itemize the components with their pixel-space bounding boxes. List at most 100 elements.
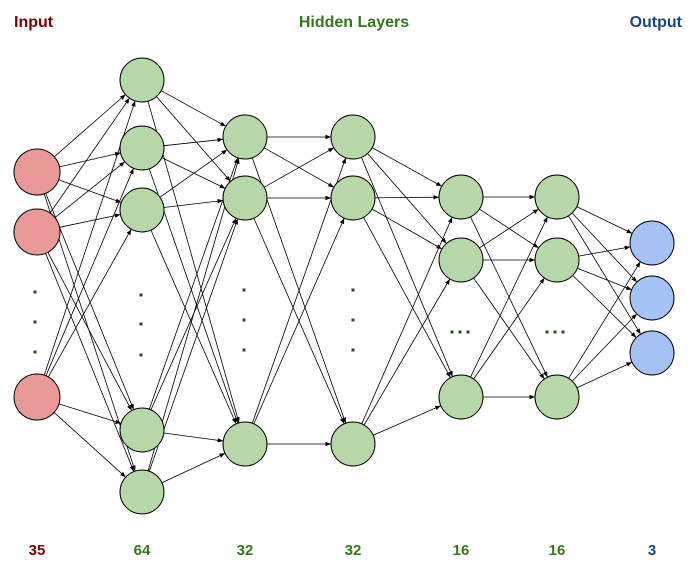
edge-hidden-1-1-to-hidden-2-0 <box>163 137 224 147</box>
input-node-0 <box>13 148 61 196</box>
input-ellipsis-dot-1 <box>33 320 37 324</box>
hidden-2-size-label: 32 <box>237 542 254 559</box>
hidden-4-ellipsis-dot-1 <box>458 330 462 334</box>
connection-edges <box>43 90 641 484</box>
hidden-2-node-2 <box>222 421 268 467</box>
hidden-4-ellipsis-dot-2 <box>466 330 470 334</box>
edge-input-2-to-hidden-1-3 <box>58 403 122 424</box>
hidden-4-size-label: 16 <box>453 542 470 559</box>
hidden-5-size-label: 16 <box>549 542 566 559</box>
output-header: Output <box>630 14 683 31</box>
hidden-3-node-2 <box>330 421 376 467</box>
edge-hidden-2-2-to-hidden-3-0 <box>251 157 347 424</box>
edge-hidden-3-0-to-hidden-4-0 <box>372 147 442 187</box>
input-node-1 <box>13 208 61 256</box>
output-node-1 <box>629 275 675 321</box>
edge-hidden-5-2-to-output-1 <box>571 313 638 382</box>
input-header: Input <box>14 14 54 31</box>
edge-hidden-1-1-to-hidden-2-1 <box>161 157 226 189</box>
hidden-5-ellipsis-dot-1 <box>553 330 557 334</box>
edge-hidden-3-1-to-hidden-4-2 <box>363 217 451 378</box>
hidden-1-node-2 <box>119 187 165 233</box>
edge-hidden-5-2-to-output-0 <box>568 261 641 379</box>
hidden-1-node-3 <box>119 407 165 453</box>
hidden-1-ellipsis-dot-2 <box>139 353 143 357</box>
hidden-2-ellipsis-dot-0 <box>242 288 246 292</box>
edge-hidden-1-0-to-hidden-2-1 <box>156 96 231 182</box>
ellipsis-markers <box>33 288 565 357</box>
hidden-4-node-1 <box>438 237 484 283</box>
hidden-4-node-2 <box>438 374 484 420</box>
edge-hidden-5-1-to-output-2 <box>572 275 637 338</box>
hidden-5-ellipsis-dot-0 <box>545 330 549 334</box>
edge-hidden-2-1-to-hidden-3-0 <box>264 147 334 188</box>
edge-hidden-5-1-to-output-1 <box>577 267 632 291</box>
edge-hidden-1-0-to-hidden-2-0 <box>161 90 226 127</box>
edge-hidden-5-2-to-output-2 <box>576 361 633 389</box>
edge-hidden-3-2-to-hidden-4-1 <box>363 278 451 426</box>
hidden-2-node-1 <box>222 175 268 221</box>
edge-input-0-to-hidden-1-1 <box>59 151 121 168</box>
edge-hidden-3-0-to-hidden-4-1 <box>367 153 447 244</box>
hidden-4-node-0 <box>438 174 484 220</box>
edge-input-0-to-hidden-1-0 <box>54 94 126 158</box>
hidden-1-node-4 <box>119 469 165 515</box>
output-node-0 <box>629 220 675 266</box>
input-ellipsis-dot-2 <box>33 350 37 354</box>
edge-hidden-4-2-to-hidden-5-1 <box>473 277 545 380</box>
edge-hidden-5-0-to-output-2 <box>568 215 641 335</box>
hidden-1-node-0 <box>119 57 165 103</box>
edge-hidden-2-2-to-hidden-3-1 <box>253 217 345 425</box>
edge-input-0-to-hidden-1-2 <box>58 179 122 203</box>
edge-input-1-to-hidden-1-1 <box>54 161 126 218</box>
hidden-5-ellipsis-dot-2 <box>561 330 565 334</box>
output-node-2 <box>629 330 675 376</box>
hidden-4-ellipsis-dot-0 <box>450 330 454 334</box>
edge-hidden-5-0-to-output-0 <box>576 206 633 234</box>
edge-hidden-3-2-to-hidden-4-2 <box>373 405 441 436</box>
hidden-5-node-2 <box>534 374 580 420</box>
edge-input-0-to-hidden-1-4 <box>43 193 136 472</box>
hidden-1-ellipsis-dot-0 <box>139 293 143 297</box>
edge-hidden-1-2-to-hidden-2-1 <box>163 198 224 208</box>
hidden-2-ellipsis-dot-2 <box>242 348 246 352</box>
hidden-5-node-1 <box>534 237 580 283</box>
hidden-layers-header: Hidden Layers <box>299 14 409 31</box>
edge-hidden-1-2-to-hidden-2-0 <box>159 149 228 198</box>
edge-hidden-4-2-to-hidden-5-0 <box>470 216 548 378</box>
edge-hidden-3-1-to-hidden-4-1 <box>371 208 443 250</box>
edge-hidden-3-1-to-hidden-4-0 <box>374 195 440 200</box>
edge-hidden-1-2-to-hidden-2-2 <box>150 229 237 425</box>
edge-input-2-to-hidden-1-1 <box>45 168 134 376</box>
edge-hidden-3-2-to-hidden-4-0 <box>361 217 453 424</box>
edge-hidden-5-1-to-output-0 <box>578 245 631 257</box>
input-node-2 <box>13 373 61 421</box>
input-size-label: 35 <box>29 542 46 559</box>
neuron-nodes <box>13 57 675 515</box>
edge-hidden-1-4-to-hidden-2-0 <box>147 157 240 472</box>
hidden-2-node-0 <box>222 114 268 160</box>
hidden-3-ellipsis-dot-2 <box>351 348 355 352</box>
hidden-1-node-1 <box>119 125 165 171</box>
hidden-2-ellipsis-dot-1 <box>242 318 246 322</box>
hidden-1-ellipsis-dot-1 <box>139 322 143 326</box>
output-size-label: 3 <box>648 542 656 559</box>
edge-hidden-3-0-to-hidden-4-2 <box>361 157 453 377</box>
hidden-3-node-0 <box>330 114 376 160</box>
hidden-1-size-label: 64 <box>134 542 151 559</box>
hidden-5-node-0 <box>534 174 580 220</box>
edge-hidden-1-4-to-hidden-2-2 <box>161 452 226 484</box>
edge-hidden-1-3-to-hidden-2-2 <box>163 432 224 443</box>
edge-hidden-4-1-to-hidden-5-0 <box>479 208 539 249</box>
hidden-3-ellipsis-dot-0 <box>351 288 355 292</box>
edge-input-2-to-hidden-1-4 <box>53 412 126 478</box>
edge-hidden-5-0-to-output-1 <box>571 212 638 283</box>
edge-input-1-to-hidden-1-2 <box>59 213 121 228</box>
hidden-3-ellipsis-dot-1 <box>351 318 355 322</box>
edge-input-1-to-hidden-1-0 <box>49 97 130 214</box>
hidden-3-size-label: 32 <box>345 542 362 559</box>
edge-input-0-to-hidden-1-3 <box>45 193 135 410</box>
input-ellipsis-dot-0 <box>33 290 37 294</box>
hidden-3-node-1 <box>330 175 376 221</box>
